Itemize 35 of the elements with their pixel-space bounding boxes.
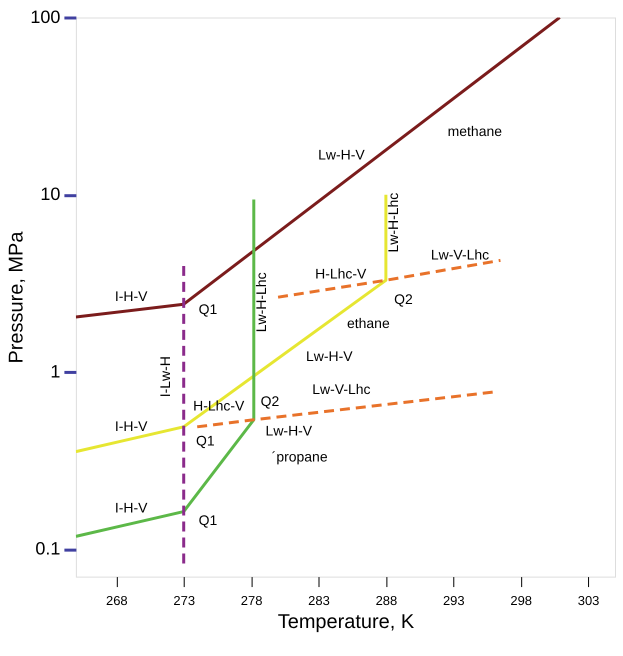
annotation: Lw-H-Lhc (384, 192, 401, 252)
x-tick-label: 288 (376, 593, 398, 608)
annotation: Q1 (198, 301, 218, 318)
annotation: Lw-H-V (266, 422, 313, 439)
y-tick-label: 100 (30, 6, 60, 27)
line-series (76, 198, 256, 538)
annotation: ethane (346, 315, 390, 332)
annotation: ´propane (272, 448, 328, 464)
annotation: Q2 (394, 291, 413, 308)
annotation: Q2 (260, 392, 280, 409)
annotation: I-Lw-H (157, 356, 174, 398)
annotation: Lw-V-Lhc (312, 381, 371, 398)
annotation: Lw-H-Lhc (252, 272, 269, 332)
x-tick-label: 298 (510, 593, 532, 608)
annotation: I-H-V (114, 499, 148, 516)
annotation: I-H-V (114, 418, 148, 434)
y-axis-title: Pressure, MPa (5, 230, 28, 364)
x-axis-title: Temperature, K (278, 611, 415, 634)
annotation: Q1 (198, 512, 218, 528)
x-tick-label: 293 (442, 593, 465, 608)
y-tick-label: 10 (40, 184, 60, 204)
y-tick-label: 1 (50, 361, 60, 382)
annotation: Q1 (196, 432, 215, 449)
annotation: H-Lhc-V (315, 265, 368, 282)
annotation: Lw-H-V (306, 348, 354, 364)
x-tick-label: 303 (578, 593, 600, 608)
y-tick-label: 0.1 (35, 538, 60, 559)
annotation: methane (448, 122, 502, 139)
x-tick-label: 268 (106, 593, 128, 608)
x-tick-label: 278 (240, 593, 262, 608)
annotation: Lw-V-Lhc (430, 246, 490, 262)
x-tick-label: 273 (173, 593, 196, 608)
annotation: Lw-H-V (318, 146, 366, 163)
x-tick-label: 283 (308, 593, 330, 608)
annotation: I-H-V (114, 288, 148, 304)
